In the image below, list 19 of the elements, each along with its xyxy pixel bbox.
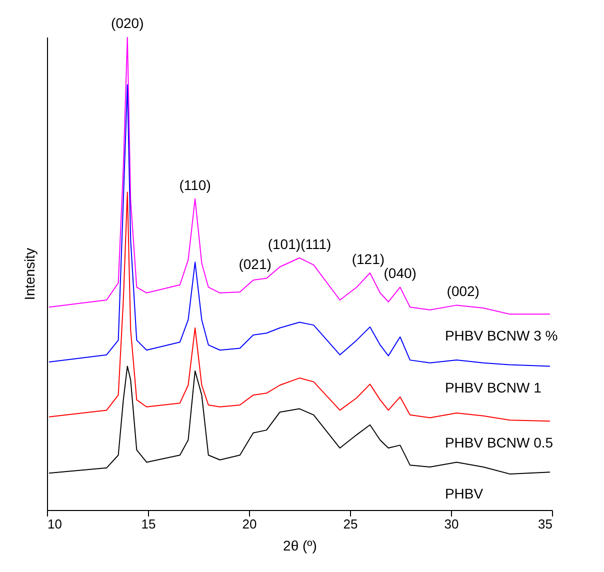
- annotation: (040): [384, 265, 416, 282]
- x-tick-label: 25: [343, 516, 358, 532]
- x-tick-label: 10: [48, 516, 62, 532]
- annotation: (121): [352, 251, 385, 268]
- x-tick-label: 20: [242, 516, 257, 532]
- annotation: (101)(111): [268, 236, 332, 252]
- series-label: PHBV: [444, 485, 484, 502]
- annotation: (002): [446, 283, 480, 300]
- x-tick-label: 30: [444, 516, 459, 532]
- annotation: (021): [238, 256, 272, 272]
- x-tick-label: 35: [538, 516, 552, 532]
- series-label: PHBV BCNW 1: [444, 379, 542, 396]
- series-label: PHBV BCNW 3 %: [444, 327, 558, 344]
- series-label: PHBV BCNW 0.5: [444, 434, 554, 450]
- annotation: (110): [179, 176, 211, 193]
- y-axis-title: Intensity: [22, 248, 38, 300]
- x-axis-title: 2θ (º): [283, 538, 317, 554]
- x-tick-label: 15: [141, 516, 156, 532]
- annotation: (020): [111, 15, 144, 31]
